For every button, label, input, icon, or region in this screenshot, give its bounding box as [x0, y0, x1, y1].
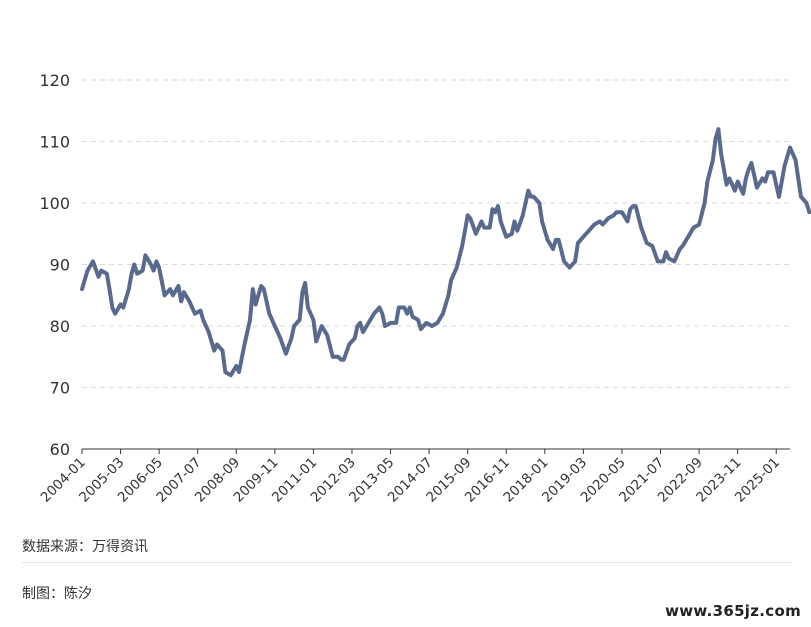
data-source-caption: 数据来源：万得资讯 [22, 539, 148, 555]
y-tick-label: 100 [39, 194, 70, 213]
caption-divider [22, 562, 793, 563]
y-tick-label: 90 [50, 256, 70, 275]
y-tick-label: 120 [39, 71, 70, 90]
line-chart: 60 70 80 90 100 110 120 2004-012005-032006-052… [38, 71, 811, 506]
series-line [80, 127, 811, 378]
site-watermark: www.365jz.com [665, 602, 801, 620]
y-tick-label: 70 [50, 379, 70, 398]
gridlines [82, 79, 790, 388]
y-tick-label: 110 [39, 133, 70, 152]
y-tick-label: 60 [50, 440, 70, 459]
y-tick-label: 80 [50, 317, 70, 336]
x-axis-ticks: 2004-012005-032006-052007-072008-092009-… [38, 449, 783, 506]
y-axis-tick-labels: 60 70 80 90 100 110 120 [39, 71, 70, 459]
chart-author-caption: 制图：陈汐 [22, 586, 92, 602]
